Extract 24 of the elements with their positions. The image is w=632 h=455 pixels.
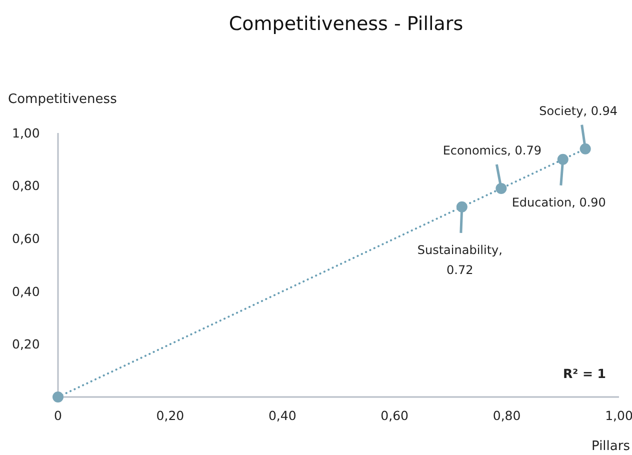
y-tick-label: 0,40 xyxy=(12,284,40,299)
point xyxy=(456,201,468,212)
x-axis-title: Pillars xyxy=(592,439,630,454)
x-tick-label: 0,80 xyxy=(492,408,521,423)
data-label: Education, 0.90 xyxy=(512,195,606,210)
x-tick-label: 0,20 xyxy=(156,408,184,423)
point xyxy=(52,392,64,402)
x-tick-label: 0 xyxy=(54,408,62,423)
y-tick-label: 0,80 xyxy=(12,178,40,194)
x-tick-label: 0,40 xyxy=(268,408,296,423)
point xyxy=(557,154,568,165)
point xyxy=(496,182,507,194)
y-tick-label: 0,60 xyxy=(12,230,40,246)
point xyxy=(580,143,591,154)
x-tick-label: 1,00 xyxy=(605,408,632,423)
data-label: Sustainability, 0.72 xyxy=(417,242,502,277)
data-label: Economics, 0.79 xyxy=(442,143,542,158)
x-tick-label: 0,60 xyxy=(380,408,409,423)
chart-title: Competitiveness - Pillars xyxy=(228,13,464,35)
data-label: Society, 0.94 xyxy=(539,104,618,118)
y-tick-label: 0,20 xyxy=(12,336,40,352)
y-axis-title: Competitiveness xyxy=(8,92,118,107)
annotation: R² = 1 xyxy=(563,366,606,381)
y-tick-label: 1,00 xyxy=(12,125,40,140)
